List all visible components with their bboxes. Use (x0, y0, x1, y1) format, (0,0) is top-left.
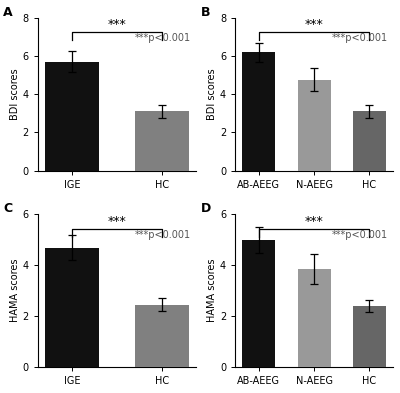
Text: D: D (200, 202, 211, 215)
Bar (45, 248, 99, 367)
Y-axis label: BDI scores: BDI scores (207, 68, 217, 120)
Bar (298, 80, 331, 171)
Bar (135, 111, 189, 171)
Y-axis label: HAMA scores: HAMA scores (207, 259, 217, 323)
Text: ***: *** (108, 215, 126, 228)
Text: ***: *** (305, 215, 324, 228)
Y-axis label: BDI scores: BDI scores (10, 68, 20, 120)
Text: A: A (3, 6, 13, 19)
Text: ***p<0.001: ***p<0.001 (135, 33, 191, 43)
Text: B: B (200, 6, 210, 19)
Bar (242, 240, 276, 367)
Text: ***p<0.001: ***p<0.001 (135, 230, 191, 240)
Bar (242, 52, 276, 171)
Bar (353, 306, 386, 367)
Text: ***p<0.001: ***p<0.001 (332, 230, 388, 240)
Bar (135, 305, 189, 367)
Bar (45, 62, 99, 171)
Text: ***: *** (305, 18, 324, 31)
Text: C: C (3, 202, 12, 215)
Bar (298, 269, 331, 367)
Y-axis label: HAMA scores: HAMA scores (10, 259, 20, 323)
Text: ***: *** (108, 18, 126, 31)
Bar (353, 111, 386, 171)
Text: ***p<0.001: ***p<0.001 (332, 33, 388, 43)
